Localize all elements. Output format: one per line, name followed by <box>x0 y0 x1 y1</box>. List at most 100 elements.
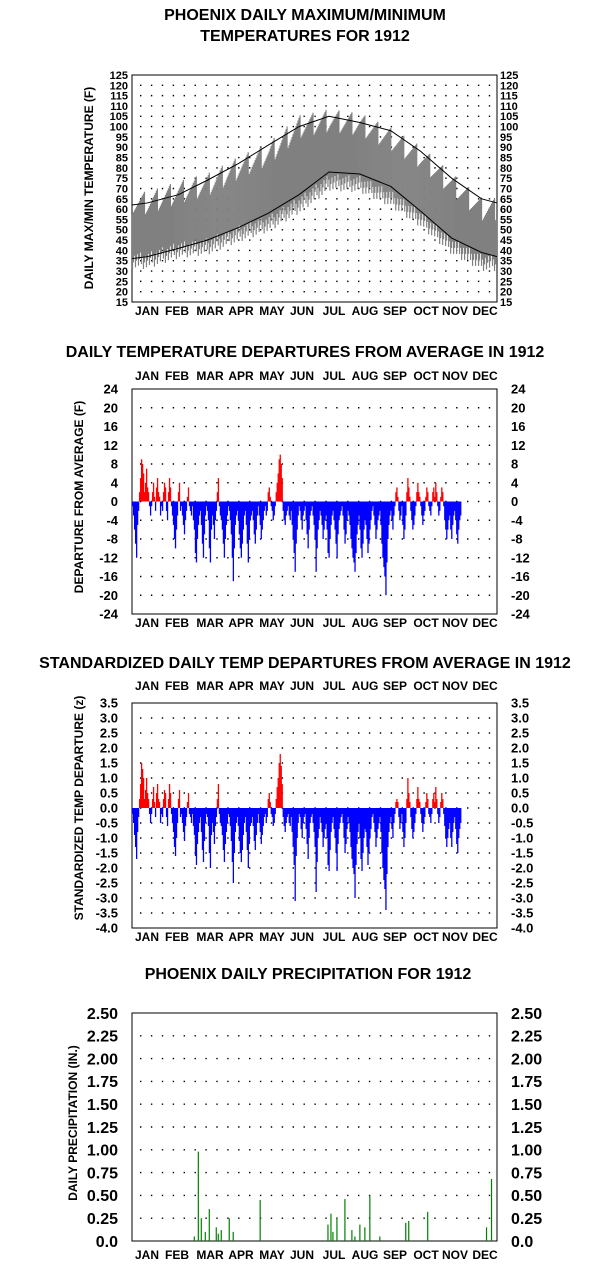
month-label-bottom: AUG <box>352 1248 379 1262</box>
cold-departure-bar <box>292 501 294 539</box>
cold-departure-bar <box>265 808 267 823</box>
cold-departure-bar <box>309 808 311 823</box>
cold-departure-bar <box>348 808 350 823</box>
cold-departure-bar <box>324 808 326 829</box>
cold-departure-bar <box>422 808 424 832</box>
cold-departure-bar <box>423 501 425 516</box>
warm-departure-bar <box>217 784 220 808</box>
y-tick-right: 3.0 <box>511 711 529 726</box>
cold-departure-bar <box>437 501 439 507</box>
warm-departure-bar <box>187 793 190 808</box>
cold-departure-bar <box>297 808 299 823</box>
cold-departure-bar <box>171 808 174 823</box>
y-tick-right: 2.50 <box>511 1006 542 1023</box>
cold-departure-bar <box>343 501 345 530</box>
cold-departure-bar <box>385 808 387 910</box>
warm-departure-bar <box>156 478 159 502</box>
cold-departure-bar <box>389 501 391 516</box>
cold-departure-bar <box>242 501 244 530</box>
warm-departure-bar <box>163 790 166 808</box>
cold-departure-bar <box>283 501 285 521</box>
precip-bars <box>193 1151 493 1241</box>
cold-departure-bar <box>387 501 389 539</box>
cold-departure-bar <box>233 808 236 853</box>
cold-departure-bar <box>229 808 232 826</box>
cold-departure-bar <box>170 808 173 814</box>
cold-departure-bar <box>356 501 358 535</box>
y-tick-left: 50 <box>116 225 128 237</box>
cold-departure-bar <box>337 808 339 844</box>
cold-departure-bar <box>384 501 386 577</box>
cold-departure-bar <box>458 808 460 838</box>
cold-departure-bar <box>250 808 252 823</box>
cold-departure-bar <box>203 808 206 841</box>
cold-departure-bar <box>284 501 286 525</box>
cold-departure-bar <box>282 808 284 817</box>
month-label-bottom: DEC <box>472 1248 498 1262</box>
cold-departure-bar <box>377 501 379 521</box>
cold-departure-bar <box>450 501 452 530</box>
y-tick-right: 90 <box>500 142 512 154</box>
cold-departure-bar <box>374 808 376 832</box>
cold-departure-bar <box>220 501 223 521</box>
cold-departure-bar <box>421 808 423 823</box>
warm-departure-bar <box>169 487 172 502</box>
y-tick-left: 125 <box>110 70 128 82</box>
month-label-bottom: SEP <box>383 1248 407 1262</box>
y-tick-left: 0 <box>111 494 118 509</box>
cold-departure-bar <box>238 808 241 841</box>
y-tick-left: 60 <box>116 204 128 216</box>
cold-departure-bar <box>261 501 263 530</box>
cold-departure-bar <box>285 501 287 516</box>
warm-departure-bar <box>433 487 435 502</box>
cold-departure-bar <box>304 808 306 814</box>
cold-departure-bar <box>284 808 286 832</box>
cold-departure-bar <box>208 501 211 549</box>
warm-departure-bar <box>142 473 145 502</box>
cold-departure-bar <box>294 501 296 572</box>
cold-departure-bar <box>351 808 353 859</box>
cold-departure-bar <box>422 501 424 525</box>
cold-departure-bar <box>403 501 405 539</box>
cold-departure-bar <box>183 501 186 535</box>
month-label-bottom: DEC <box>472 616 498 630</box>
y-tick-left: 100 <box>110 122 128 134</box>
cold-departure-bar <box>218 808 221 814</box>
cold-departure-bar <box>392 808 394 838</box>
warm-departure-bar <box>440 802 442 808</box>
cold-departure-bar <box>345 808 347 844</box>
chart-title: PHOENIX DAILY PRECIPITATION FOR 1912 <box>145 966 472 983</box>
cold-departure-bar <box>172 501 175 525</box>
cold-departure-bar <box>393 501 395 516</box>
cold-departure-bar <box>448 501 450 521</box>
cold-departure-bar <box>320 501 322 516</box>
y-tick-left: -1.5 <box>96 846 118 861</box>
y-tick-left: 3.0 <box>100 711 118 726</box>
chart-title: PHOENIX DAILY MAXIMUM/MINIMUM <box>164 7 446 24</box>
chart-title: STANDARDIZED DAILY TEMP DEPARTURES FROM … <box>39 655 571 672</box>
warm-departure-bar <box>158 496 161 502</box>
cold-departure-bar <box>329 501 331 539</box>
cold-departure-bar <box>388 501 390 525</box>
cold-departure-bar <box>237 501 240 521</box>
cold-departure-bar <box>415 808 417 814</box>
cold-departure-bar <box>322 501 324 539</box>
cold-departure-bar <box>239 808 242 853</box>
cold-departure-bar <box>259 808 261 832</box>
y-tick-left: 1.5 <box>100 756 118 771</box>
cold-departure-bar <box>292 808 294 847</box>
cold-departure-bar <box>370 808 372 829</box>
warm-departure-bar <box>143 799 146 808</box>
month-label-bottom: MAY <box>259 1248 285 1262</box>
y-tick-right: 80 <box>500 163 512 175</box>
warm-departure-bar <box>269 802 271 808</box>
cold-departure-bar <box>137 808 140 817</box>
cold-departure-bar <box>232 501 235 582</box>
cold-departure-bar <box>410 808 412 817</box>
cold-departure-bar <box>241 501 243 544</box>
y-tick-right: -16 <box>511 569 530 584</box>
month-label-top: JUN <box>290 679 314 693</box>
cold-departure-bar <box>288 501 290 516</box>
cold-departure-bar <box>159 808 162 823</box>
warm-departure-bar <box>425 496 427 502</box>
